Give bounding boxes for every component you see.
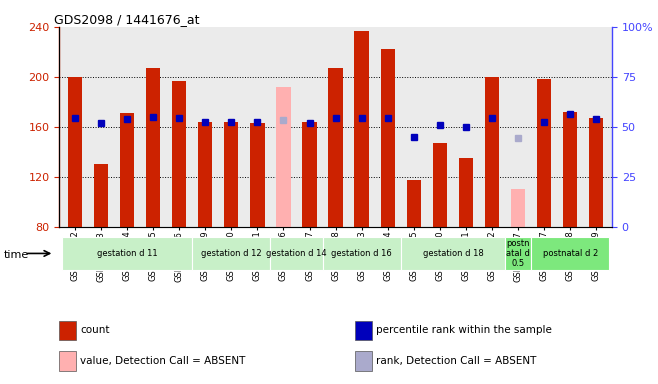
Bar — [62, 237, 192, 270]
Text: GDS2098 / 1441676_at: GDS2098 / 1441676_at — [54, 13, 199, 26]
Text: gestation d 11: gestation d 11 — [97, 249, 157, 258]
Text: gestation d 16: gestation d 16 — [331, 249, 392, 258]
Text: value, Detection Call = ABSENT: value, Detection Call = ABSENT — [80, 356, 245, 366]
Bar — [401, 237, 505, 270]
Bar — [563, 112, 578, 227]
Bar — [537, 79, 551, 227]
Text: gestation d 18: gestation d 18 — [422, 249, 483, 258]
Bar — [198, 122, 213, 227]
Bar — [380, 49, 395, 227]
Bar — [485, 77, 499, 227]
Bar — [511, 189, 525, 227]
Bar — [120, 113, 134, 227]
Bar — [270, 237, 322, 270]
Text: postnatal d 2: postnatal d 2 — [543, 249, 598, 258]
Bar — [328, 68, 343, 227]
Bar — [192, 237, 270, 270]
Bar — [355, 31, 369, 227]
Bar — [505, 237, 531, 270]
Bar — [589, 118, 603, 227]
Text: time: time — [3, 250, 28, 260]
Bar — [224, 122, 238, 227]
Bar — [146, 68, 161, 227]
Bar — [302, 122, 316, 227]
Bar — [433, 143, 447, 227]
Text: rank, Detection Call = ABSENT: rank, Detection Call = ABSENT — [376, 356, 537, 366]
Bar — [459, 158, 473, 227]
Text: gestation d 14: gestation d 14 — [266, 249, 327, 258]
Bar — [531, 237, 609, 270]
Bar — [250, 123, 265, 227]
Text: gestation d 12: gestation d 12 — [201, 249, 262, 258]
Bar — [172, 81, 186, 227]
Bar — [322, 237, 401, 270]
Text: count: count — [80, 325, 110, 335]
Text: postn
atal d
0.5: postn atal d 0.5 — [506, 239, 530, 268]
Bar — [93, 164, 108, 227]
Bar — [407, 180, 421, 227]
Bar — [68, 77, 82, 227]
Bar — [276, 87, 291, 227]
Text: percentile rank within the sample: percentile rank within the sample — [376, 325, 552, 335]
